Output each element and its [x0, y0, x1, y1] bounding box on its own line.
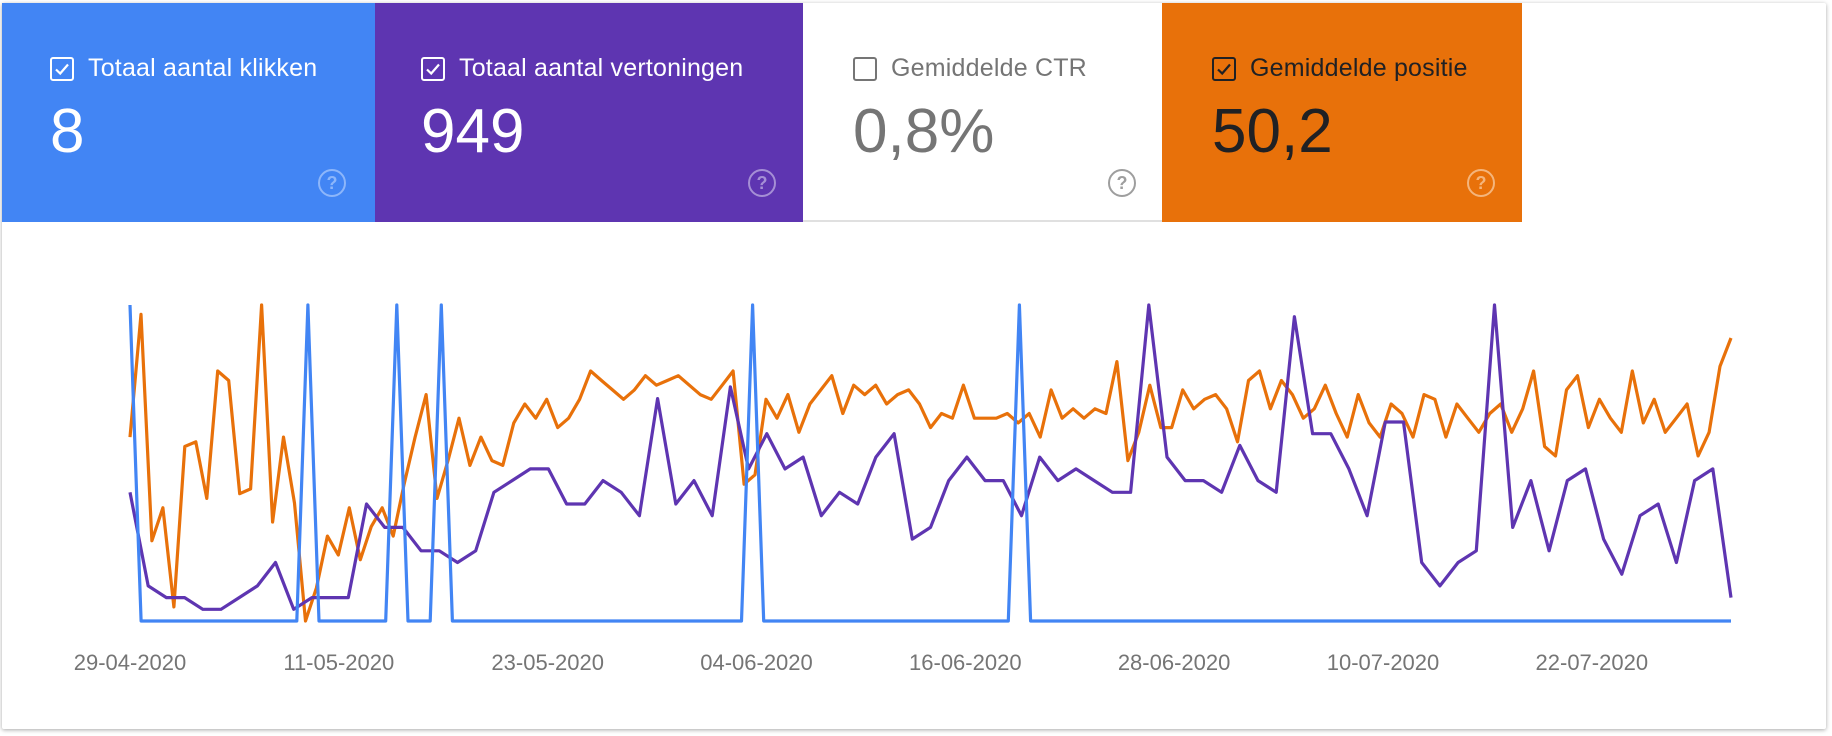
x-tick-label: 23-05-2020 — [491, 650, 604, 675]
metric-header: Totaal aantal vertoningen — [421, 54, 743, 83]
metric-value-ctr: 0,8% — [853, 97, 995, 166]
x-tick-label: 16-06-2020 — [909, 650, 1022, 675]
x-tick-label: 22-07-2020 — [1536, 650, 1649, 675]
x-axis-ticks: 29-04-2020 11-05-2020 23-05-2020 04-06-2020… — [74, 650, 1648, 675]
x-tick-label: 29-04-2020 — [74, 650, 187, 675]
metric-tiles: Totaal aantal klikken 8 ? Totaal aantal … — [2, 3, 1522, 222]
metric-tile-ctr[interactable]: Gemiddelde CTR 0,8% ? — [803, 3, 1162, 222]
series-line-impressions — [128, 303, 1733, 611]
help-icon[interactable]: ? — [748, 169, 776, 197]
metric-label-position: Gemiddelde positie — [1250, 54, 1468, 82]
metric-tile-impressions[interactable]: Totaal aantal vertoningen 949 ? — [375, 3, 803, 222]
x-tick-label: 10-07-2020 — [1327, 650, 1440, 675]
metric-label-clicks: Totaal aantal klikken — [88, 54, 318, 82]
checkbox-checked-icon[interactable] — [50, 56, 74, 81]
metric-header: Gemiddelde positie — [1212, 54, 1468, 83]
x-tick-label: 04-06-2020 — [700, 650, 813, 675]
checkbox-checked-icon[interactable] — [421, 56, 445, 81]
help-icon[interactable]: ? — [1108, 169, 1136, 197]
series-line-position — [128, 303, 1733, 623]
metric-tile-clicks[interactable]: Totaal aantal klikken 8 ? — [2, 3, 375, 222]
series-line-clicks — [128, 303, 1731, 623]
checkbox-unchecked-icon[interactable] — [853, 56, 877, 81]
checkbox-checked-icon[interactable] — [1212, 56, 1236, 81]
x-tick-label: 11-05-2020 — [283, 650, 394, 675]
metric-tile-position[interactable]: Gemiddelde positie 50,2 ? — [1162, 3, 1522, 222]
help-icon[interactable]: ? — [1467, 169, 1495, 197]
metric-value-clicks: 8 — [50, 97, 85, 166]
chart-lines — [128, 303, 1733, 623]
metric-label-ctr: Gemiddelde CTR — [891, 54, 1087, 82]
metric-value-position: 50,2 — [1212, 97, 1333, 166]
metric-value-impressions: 949 — [421, 97, 525, 166]
metric-header: Totaal aantal klikken — [50, 54, 317, 83]
metric-label-impressions: Totaal aantal vertoningen — [459, 54, 744, 82]
metric-header: Gemiddelde CTR — [853, 54, 1087, 83]
x-tick-label: 28-06-2020 — [1118, 650, 1231, 675]
help-icon[interactable]: ? — [318, 169, 346, 197]
